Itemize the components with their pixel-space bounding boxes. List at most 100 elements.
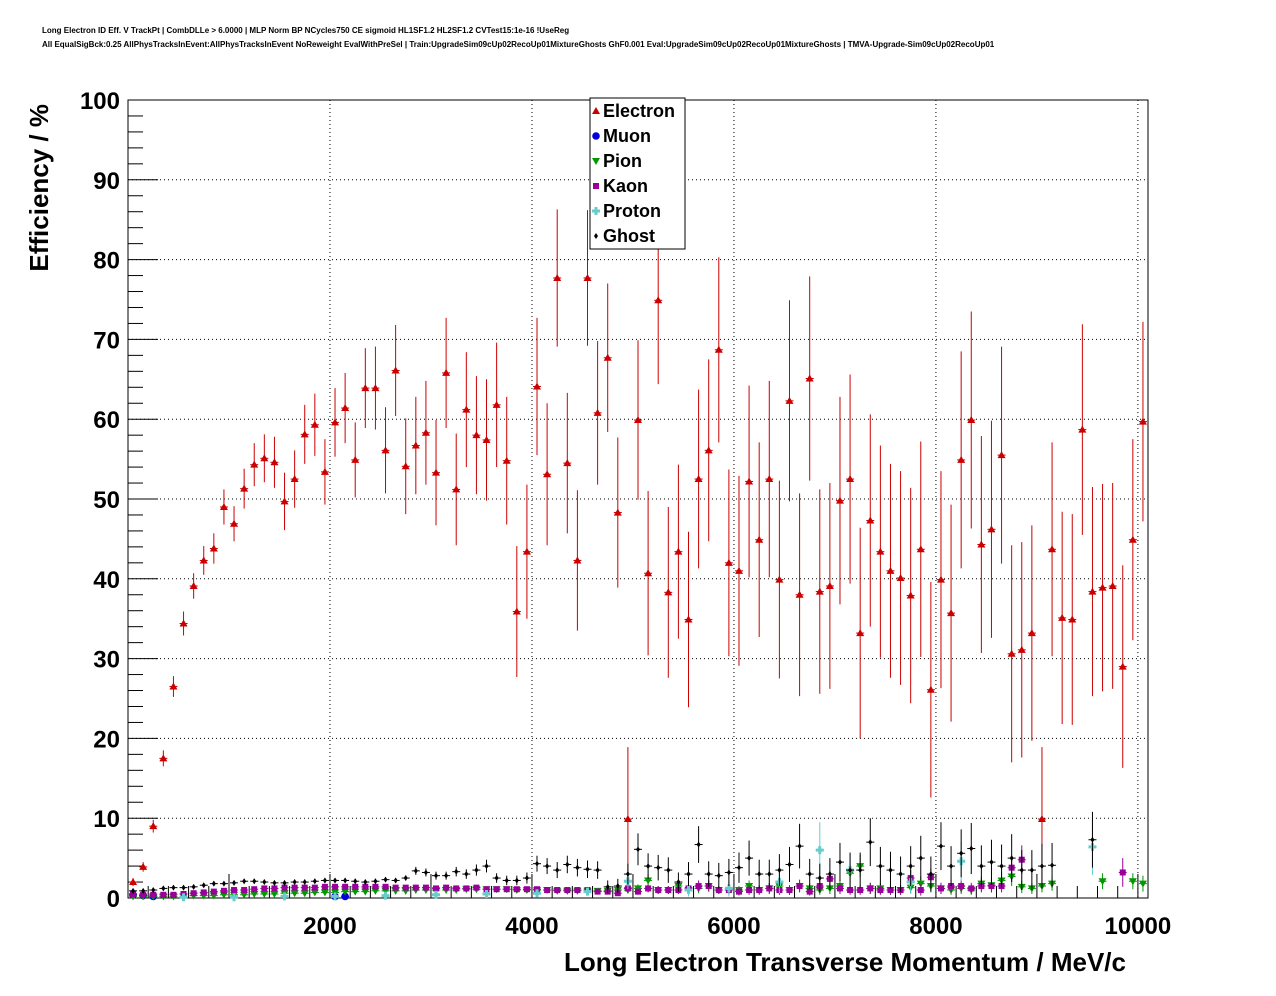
kaon-point <box>291 884 298 891</box>
ghost-point <box>989 859 994 866</box>
ghost-point <box>666 867 671 874</box>
pion-point <box>300 890 309 898</box>
kaon-point <box>937 885 944 892</box>
ghost-point <box>545 863 550 870</box>
electron-point <box>179 619 188 627</box>
electron-point <box>472 431 481 439</box>
electron-point <box>997 451 1006 459</box>
electron-point <box>866 516 875 524</box>
ghost-point <box>423 869 428 876</box>
ghost-point <box>787 861 792 868</box>
kaon-point <box>594 888 601 895</box>
electron-point <box>129 878 138 886</box>
legend-marker-ghost <box>594 233 598 239</box>
ghost-point <box>837 859 842 866</box>
ghost-point <box>252 878 257 885</box>
kaon-point <box>332 883 339 890</box>
kaon-point <box>513 886 520 893</box>
kaon-point <box>251 886 258 893</box>
ghost-point <box>181 884 186 891</box>
ghost-point <box>908 863 913 870</box>
kaon-point <box>796 883 803 890</box>
electron-point <box>1017 645 1026 653</box>
kaon-point <box>645 885 652 892</box>
ghost-point <box>1050 862 1055 869</box>
ghost-point <box>504 877 509 884</box>
electron-point <box>916 545 925 553</box>
kaon-point <box>200 889 207 896</box>
electron-point <box>361 384 370 392</box>
ghost-point <box>393 877 398 884</box>
kaon-point <box>756 887 763 894</box>
ghost-point <box>474 867 479 874</box>
kaon-point <box>372 883 379 890</box>
electron-point <box>603 353 612 361</box>
electron-point <box>230 519 239 527</box>
ghost-point <box>322 877 327 884</box>
electron-point <box>815 587 824 595</box>
electron-point <box>169 682 178 690</box>
legend-label-pion: Pion <box>603 151 642 171</box>
y-tick-label: 30 <box>93 647 120 674</box>
electron-point <box>260 454 269 462</box>
electron-point <box>896 574 905 582</box>
electron-point <box>371 384 380 392</box>
electron-point <box>654 296 663 304</box>
electron-point <box>886 566 895 574</box>
pion-point <box>1138 880 1147 888</box>
ghost-point <box>605 883 610 890</box>
kaon-point <box>433 885 440 892</box>
electron-point <box>199 556 208 564</box>
kaon-point <box>443 884 450 891</box>
ghost-point <box>878 863 883 870</box>
kaon-point <box>342 883 349 890</box>
electron-point <box>795 590 804 598</box>
ghost-point <box>1039 863 1044 870</box>
proton-point <box>179 893 188 902</box>
muon-point <box>341 892 349 901</box>
electron-point <box>936 575 945 583</box>
kaon-point <box>847 887 854 894</box>
kaon-point <box>150 891 157 898</box>
ghost-point <box>575 864 580 871</box>
kaon-point <box>806 888 813 895</box>
electron-point <box>583 273 592 281</box>
pion-point <box>644 877 653 885</box>
ghost-point <box>736 864 741 871</box>
legend-marker-pion <box>592 158 600 165</box>
x-tick-label: 6000 <box>707 913 760 940</box>
proton-point <box>230 893 239 902</box>
kaon-point <box>735 888 742 895</box>
ghost-point <box>757 871 762 878</box>
pion-point <box>270 891 279 899</box>
ghost-point <box>747 855 752 862</box>
y-tick-label: 40 <box>93 567 120 594</box>
kaon-point <box>786 887 793 894</box>
electron-point <box>1078 425 1087 433</box>
y-tick-label: 90 <box>93 168 120 195</box>
kaon-point <box>402 884 409 891</box>
electron-point <box>310 420 319 428</box>
y-tick-label: 70 <box>93 327 120 354</box>
ghost-point <box>696 841 701 848</box>
ghost-point <box>1029 867 1034 874</box>
proton-point <box>533 889 542 898</box>
pion-point <box>361 888 370 896</box>
electron-point <box>522 547 531 555</box>
kaon-point <box>362 883 369 890</box>
electron-point <box>1037 814 1046 822</box>
electron-point <box>1108 581 1117 589</box>
electron-point <box>331 418 340 426</box>
ghost-point <box>484 863 489 870</box>
ghost-point <box>767 871 772 878</box>
electron-point <box>805 374 814 382</box>
ghost-point <box>646 863 651 870</box>
chart-title-line-2: All EqualSigBck:0.25 AllPhysTracksInEven… <box>42 40 995 49</box>
legend-label-electron: Electron <box>603 101 675 121</box>
ghost-point <box>272 879 277 886</box>
kaon-point <box>746 887 753 894</box>
x-axis-title: Long Electron Transverse Momentum / MeV/… <box>564 947 1126 977</box>
electron-point <box>977 540 986 548</box>
electron-point <box>623 814 632 822</box>
pion-point <box>916 880 925 888</box>
